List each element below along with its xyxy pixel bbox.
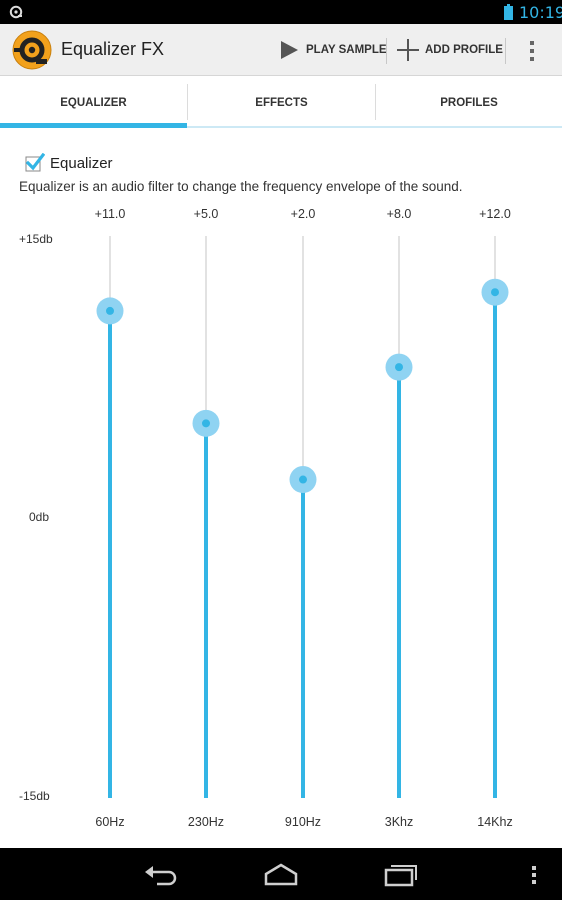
band-frequency-label: 60Hz	[95, 815, 125, 829]
db-min-label: -15db	[19, 789, 50, 803]
action-bar: Equalizer FX PLAY SAMPLE ADD PROFILE	[0, 24, 562, 76]
equalizer-checkbox-label[interactable]: Equalizer	[50, 155, 113, 172]
back-icon[interactable]	[143, 860, 179, 888]
overflow-menu-icon[interactable]	[522, 38, 542, 64]
db-max-label: +15db	[19, 232, 53, 246]
band-value-label: +11.0	[94, 207, 126, 221]
battery-icon	[504, 4, 513, 20]
tab-bar: EQUALIZER EFFECTS PROFILES	[0, 77, 562, 128]
tab-underline	[0, 126, 562, 128]
status-time: 10:19	[519, 3, 562, 22]
play-sample-button[interactable]: PLAY SAMPLE	[278, 24, 387, 76]
tab-effects[interactable]: EFFECTS	[255, 96, 308, 109]
add-profile-button[interactable]: ADD PROFILE	[396, 24, 503, 76]
add-profile-label: ADD PROFILE	[425, 44, 503, 56]
play-sample-label: PLAY SAMPLE	[306, 44, 387, 56]
action-separator	[505, 38, 506, 64]
equalizer-sliders	[96, 236, 509, 798]
band-value-label: +12.0	[479, 207, 511, 221]
app-logo-icon[interactable]	[12, 30, 52, 70]
db-zero-label: 0db	[29, 510, 50, 524]
status-bar: 10:19	[0, 0, 562, 24]
band-value-label: +5.0	[193, 207, 219, 221]
band-frequency-label: 14Khz	[477, 815, 513, 829]
recent-apps-icon[interactable]	[383, 860, 419, 888]
band-frequency-label: 3Khz	[384, 815, 414, 829]
navigation-bar	[0, 848, 562, 900]
action-separator	[386, 38, 387, 64]
band-value-label: +8.0	[386, 207, 412, 221]
app-title: Equalizer FX	[61, 39, 165, 59]
home-icon[interactable]	[263, 860, 299, 888]
tab-divider	[187, 84, 188, 120]
equalizer-checkbox[interactable]	[25, 153, 45, 173]
menu-icon[interactable]	[524, 860, 544, 888]
slider-thumb-center	[395, 363, 403, 372]
tab-selected-indicator	[0, 123, 187, 128]
tab-profiles[interactable]: PROFILES	[440, 96, 498, 109]
slider-thumb-center	[491, 288, 499, 297]
band-frequency-label: 230Hz	[187, 815, 225, 829]
slider-thumb-center	[202, 419, 210, 428]
tab-divider	[375, 84, 376, 120]
play-icon	[281, 41, 298, 59]
app-notification-icon	[9, 5, 23, 19]
add-icon	[397, 39, 419, 61]
equalizer-description: Equalizer is an audio filter to change t…	[19, 179, 463, 194]
band-frequency-label: 910Hz	[284, 815, 322, 829]
tab-equalizer[interactable]: EQUALIZER	[60, 96, 127, 109]
slider-thumb-center	[106, 306, 114, 315]
band-value-label: +2.0	[290, 207, 316, 221]
slider-thumb-center	[299, 475, 307, 484]
